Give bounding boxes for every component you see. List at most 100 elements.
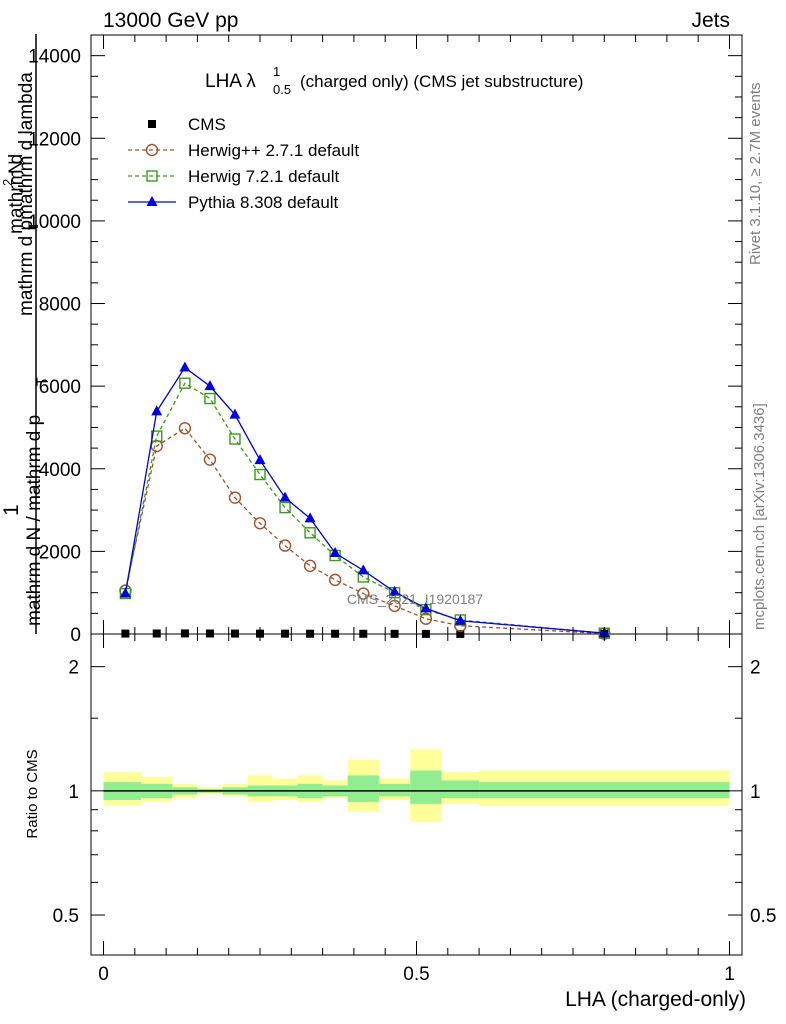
data-point	[229, 433, 241, 445]
ylabel-ratio: Ratio to CMS	[24, 749, 41, 838]
ratio-ytick-label-right: 1	[750, 782, 761, 803]
svg-text:T: T	[33, 377, 49, 386]
ratio-band-inner	[441, 780, 480, 799]
mcplots-label: mcplots.cern.ch [arXiv:1306.3436]	[751, 403, 768, 630]
data-point	[454, 614, 466, 625]
plot-title: LHA λ 1 0.5 (charged only) (CMS jet subs…	[205, 64, 583, 97]
series-2	[119, 377, 610, 639]
data-point	[304, 527, 316, 539]
analysis-watermark: CMS_2021_I1920187	[347, 591, 483, 607]
ratio-ytick-label-right: 2	[750, 658, 761, 679]
ratio-xtick-label: 1	[724, 964, 735, 985]
data-point	[179, 361, 191, 372]
main-ytick-label: 2000	[39, 542, 81, 563]
svg-text:mathrm d: mathrm d	[6, 154, 27, 234]
data-point	[328, 573, 342, 587]
title-suffix: (charged only) (CMS jet substructure)	[300, 72, 583, 91]
data-point	[205, 629, 214, 638]
ratio-band-inner	[410, 770, 442, 804]
svg-text:mathrm d p: mathrm d p	[16, 220, 37, 316]
data-point	[204, 380, 216, 391]
series-3	[119, 361, 610, 638]
svg-text:T: T	[25, 221, 41, 230]
data-point	[203, 453, 217, 466]
jets-label: Jets	[691, 9, 730, 32]
data-point	[390, 629, 399, 638]
ratio-ytick-label: 1	[68, 782, 79, 803]
data-point	[359, 629, 368, 638]
ratio-xtick-label: 0	[98, 964, 109, 985]
data-point	[279, 501, 291, 514]
data-point	[389, 585, 401, 596]
data-point	[329, 547, 341, 558]
legend: CMS Herwig++ 2.7.1 default Herwig 7.2.1 de…	[128, 115, 359, 212]
legend-label: CMS	[188, 115, 226, 134]
data-point	[419, 612, 433, 625]
data-point	[178, 422, 192, 435]
main-ytick-label: 4000	[39, 460, 81, 481]
ratio-xtick-label: 0.5	[403, 964, 429, 985]
main-ytick-label: 12000	[28, 129, 81, 150]
title-sub: 0.5	[273, 82, 291, 97]
energy-label: 13000 GeV pp	[103, 9, 238, 32]
main-ytick-label: 14000	[28, 47, 81, 68]
title-prefix: LHA λ	[205, 71, 256, 92]
data-point	[331, 629, 340, 638]
data-point	[281, 629, 290, 638]
ratio-ytick-label: 0.5	[53, 906, 79, 927]
data-point	[388, 599, 401, 613]
data-point	[421, 629, 430, 638]
data-point	[151, 430, 163, 442]
svg-text:2: 2	[0, 179, 15, 186]
data-point	[180, 629, 189, 638]
ratio-ytick-label-right: 0.5	[750, 906, 776, 927]
data-point	[179, 377, 191, 389]
data-point	[253, 517, 267, 530]
data-point	[228, 491, 242, 504]
main-ytick-label: 10000	[28, 212, 81, 233]
data-point	[357, 564, 369, 575]
svg-text:mathrm d N / mathrm d p: mathrm d N / mathrm d p	[24, 415, 45, 626]
ratio-band-inner	[378, 783, 411, 797]
main-ytick-label: 8000	[39, 295, 81, 316]
data-point	[278, 539, 292, 552]
legend-marker	[145, 143, 159, 157]
svg-text:LHA λ: LHA λ	[205, 71, 256, 92]
svg-text:mathrm d lambda: mathrm d lambda	[16, 72, 37, 220]
data-point	[279, 491, 291, 502]
data-point	[254, 468, 266, 481]
legend-marker	[146, 196, 158, 206]
ratio-bands	[103, 749, 730, 823]
title-sup: 1	[273, 64, 280, 79]
xlabel: LHA (charged-only)	[565, 988, 746, 1011]
data-point	[254, 454, 266, 465]
data-point	[456, 629, 465, 638]
main-ytick-label: 6000	[39, 377, 81, 398]
series-line	[124, 382, 605, 634]
data-point	[420, 602, 432, 613]
data-point	[151, 405, 163, 416]
svg-text:N: N	[6, 160, 27, 174]
data-point	[119, 587, 131, 598]
legend-label: Pythia 8.308 default	[188, 193, 339, 212]
ratio-ytick-label: 2	[68, 658, 79, 679]
data-point	[229, 408, 241, 419]
axes: 0 2000 4000 6000 8000 10000 12000 14000 0 0.5 1 0.5…	[28, 35, 776, 985]
data-point	[204, 392, 216, 405]
data-point	[357, 587, 370, 600]
data-point	[230, 629, 239, 638]
main-ytick-label: 0	[70, 625, 81, 646]
ratio-band-inner	[347, 775, 379, 802]
data-point	[121, 629, 130, 638]
svg-text:1: 1	[0, 504, 23, 516]
data-point	[152, 629, 161, 638]
rivet-label: Rivet 3.1.10, ≥ 2.7M events	[747, 83, 764, 266]
legend-marker	[148, 120, 156, 128]
data-point	[303, 559, 317, 573]
data-point	[306, 629, 315, 638]
legend-label: Herwig 7.2.1 default	[188, 167, 339, 186]
legend-marker	[146, 170, 158, 182]
ylabel-main: mathrm d N / mathrm d p T 1 mathrm d p T…	[0, 34, 49, 634]
legend-label: Herwig++ 2.7.1 default	[188, 141, 359, 160]
